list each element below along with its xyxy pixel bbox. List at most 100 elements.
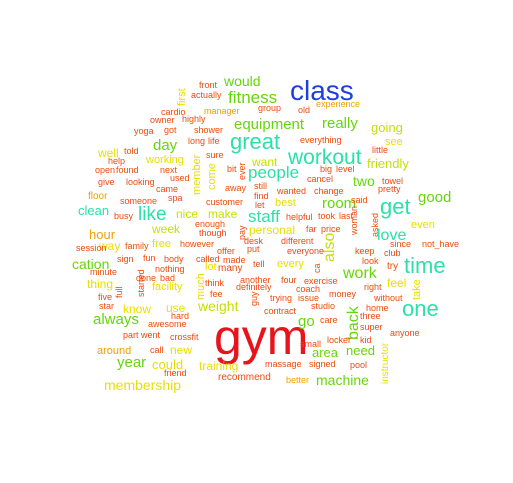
cloud-word-big: big xyxy=(320,164,333,174)
cloud-word-five: five xyxy=(98,292,113,302)
cloud-word-everything: everything xyxy=(300,135,342,145)
cloud-word-try: try xyxy=(387,261,399,272)
cloud-word-kid: kid xyxy=(360,335,372,345)
cloud-word-locker: locker xyxy=(327,335,352,345)
cloud-word-small: small xyxy=(300,339,322,349)
cloud-word-better: better xyxy=(286,375,310,385)
cloud-word-since: since xyxy=(390,239,412,249)
cloud-word-around: around xyxy=(97,345,132,357)
cloud-word-home: home xyxy=(366,303,389,313)
cloud-word-cancel: cancel xyxy=(307,174,334,184)
cloud-word-little: little xyxy=(372,145,389,155)
cloud-word-three: three xyxy=(360,311,381,321)
cloud-word-fitness: fitness xyxy=(228,88,278,107)
cloud-word-many: many xyxy=(218,263,243,274)
cloud-word-looking: looking xyxy=(126,177,155,187)
cloud-word-pretty: pretty xyxy=(378,184,401,194)
cloud-word-time: time xyxy=(404,253,446,278)
cloud-word-wanted: wanted xyxy=(277,186,307,196)
cloud-word-customer: customer xyxy=(206,197,244,207)
cloud-word-helpful: helpful xyxy=(286,212,313,222)
cloud-word-see: see xyxy=(385,136,403,148)
cloud-word-nice: nice xyxy=(176,207,199,221)
cloud-word-machine: machine xyxy=(316,372,369,388)
cloud-word-like: like xyxy=(138,204,167,225)
cloud-word-took: took xyxy=(318,211,336,221)
cloud-word-pool: pool xyxy=(350,360,368,370)
cloud-word-different: different xyxy=(281,236,314,246)
cloud-word-offer: offer xyxy=(217,246,235,256)
cloud-word-anyone: anyone xyxy=(390,328,420,338)
cloud-word-area: area xyxy=(312,345,339,360)
cloud-word-ever: ever xyxy=(237,162,247,180)
cloud-word-love: love xyxy=(377,227,407,244)
cloud-word-full: full xyxy=(114,286,124,298)
cloud-word-thing: thing xyxy=(87,277,114,291)
cloud-word-even: even xyxy=(411,219,435,231)
cloud-word-new: new xyxy=(170,343,193,357)
cloud-word-desk: desk xyxy=(244,236,264,246)
cloud-word-hour: hour xyxy=(89,227,116,242)
cloud-word-great: great xyxy=(230,129,281,154)
cloud-word-shower: shower xyxy=(194,125,224,135)
cloud-word-busy: busy xyxy=(114,211,134,221)
cloud-word-weight: weight xyxy=(198,298,239,314)
cloud-word-towel: towel xyxy=(382,176,404,186)
cloud-word-ca: ca xyxy=(312,263,322,273)
cloud-word-issue: issue xyxy=(298,293,320,303)
cloud-word-people: people xyxy=(248,163,300,182)
cloud-word-super: super xyxy=(360,322,383,332)
cloud-word-care: care xyxy=(320,315,338,325)
cloud-word-week: week xyxy=(152,222,181,236)
cloud-word-get: get xyxy=(380,194,411,219)
cloud-word-another: another xyxy=(240,275,271,285)
cloud-word-made: made xyxy=(223,255,246,265)
cloud-word-work: work xyxy=(343,265,377,282)
cloud-word-make: make xyxy=(208,207,238,221)
cloud-word-clean: clean xyxy=(78,203,110,218)
cloud-word-facility: facility xyxy=(152,281,183,293)
cloud-word-session: session xyxy=(76,243,107,253)
cloud-word-came: came xyxy=(156,184,179,194)
cloud-word-one: one xyxy=(402,296,439,321)
cloud-word-old: old xyxy=(298,105,311,115)
cloud-word-price: price xyxy=(321,224,341,234)
cloud-word-year: year xyxy=(117,354,147,371)
cloud-word-life: life xyxy=(208,136,220,146)
cloud-word-sign: sign xyxy=(117,254,134,264)
cloud-word-friend: friend xyxy=(164,368,187,378)
cloud-word-money: money xyxy=(329,289,357,299)
cloud-word-away: away xyxy=(225,183,247,193)
cloud-word-staff: staff xyxy=(248,207,280,226)
cloud-word-asked: asked xyxy=(370,212,380,237)
cloud-word-called: called xyxy=(196,254,220,264)
cloud-word-lot: lot xyxy=(205,261,217,273)
cloud-word-sure: sure xyxy=(206,150,224,160)
cloud-word-call: call xyxy=(150,345,164,355)
cloud-word-got: got xyxy=(164,125,177,135)
cloud-word-friendly: friendly xyxy=(367,156,409,171)
cloud-word-need: need xyxy=(346,343,375,358)
cloud-word-massage: massage xyxy=(265,359,302,369)
cloud-word-gym: gym xyxy=(214,309,309,365)
cloud-word-take: take xyxy=(411,279,423,300)
cloud-word-good: good xyxy=(418,189,452,206)
cloud-word-put: put xyxy=(247,244,260,254)
cloud-word-cardio: cardio xyxy=(161,107,186,117)
cloud-word-still: still xyxy=(254,181,267,191)
cloud-word-said: said xyxy=(351,195,368,205)
cloud-word-highly: highly xyxy=(182,114,206,124)
cloud-word-always: always xyxy=(93,311,139,328)
cloud-word-someone: someone xyxy=(120,196,158,206)
cloud-word-definitely: definitely xyxy=(236,282,272,292)
cloud-word-free: free xyxy=(152,238,171,250)
cloud-word-feel: feel xyxy=(387,276,407,290)
cloud-word-would: would xyxy=(224,73,261,89)
cloud-word-member: member xyxy=(191,154,203,195)
cloud-word-minute: minute xyxy=(90,267,118,277)
cloud-word-two: two xyxy=(353,173,375,189)
cloud-word-started: started xyxy=(136,269,146,297)
cloud-word-coach: coach xyxy=(296,284,321,294)
cloud-word-signed: signed xyxy=(309,359,336,369)
